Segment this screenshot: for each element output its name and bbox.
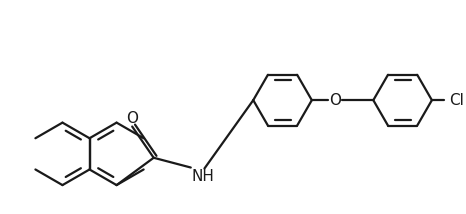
Text: O: O bbox=[126, 111, 138, 126]
Text: NH: NH bbox=[192, 169, 215, 184]
Text: Cl: Cl bbox=[450, 93, 464, 108]
Text: O: O bbox=[329, 93, 341, 108]
